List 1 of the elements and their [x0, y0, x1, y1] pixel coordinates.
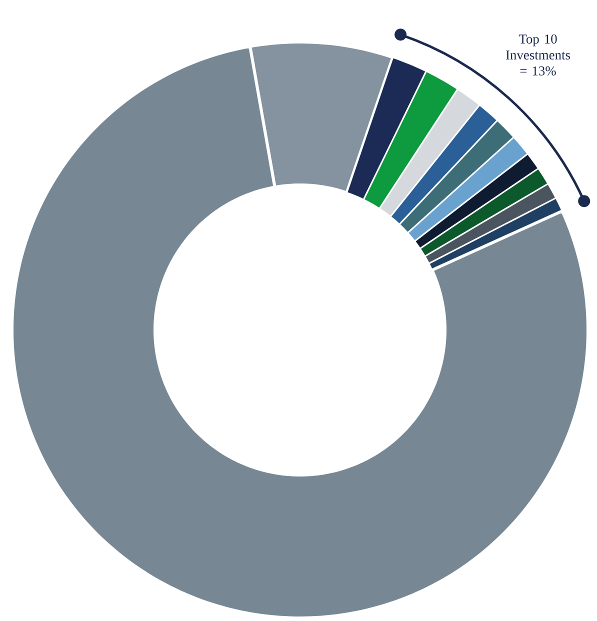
text: Top 10 Investments = 13% — [506, 34, 570, 76]
